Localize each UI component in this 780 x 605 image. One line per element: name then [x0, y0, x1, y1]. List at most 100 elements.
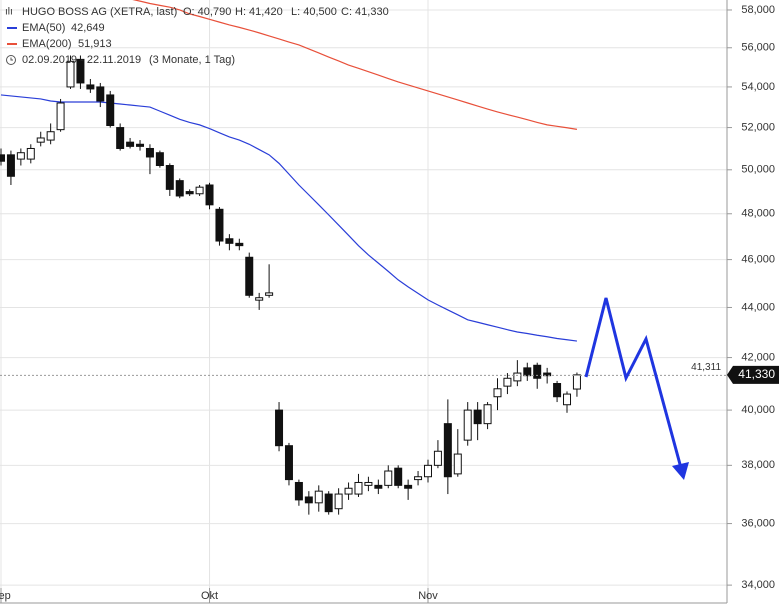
candle-body [463, 409, 472, 441]
candle-body [354, 481, 363, 495]
y-tick-label: 38,000 [741, 459, 775, 471]
arrow-head [672, 462, 689, 480]
chart-icon: ılı [5, 7, 13, 18]
candle-body [16, 152, 25, 160]
candle-body [523, 367, 532, 377]
candle-body [56, 102, 65, 131]
candle-body [433, 450, 442, 466]
candle-body [443, 423, 452, 478]
x-tick-label: Nov [418, 590, 438, 602]
y-tick-label: 50,000 [741, 164, 775, 176]
legend-label: EMA(50) [22, 22, 65, 34]
candle-body [543, 372, 552, 377]
candle-body [36, 137, 45, 143]
open-label: O: 40,790 [183, 6, 231, 18]
axis: 34,000 36,000 38,000 40,000 42,000 44,000 46,0… [0, 4, 775, 603]
candle-body [394, 467, 403, 486]
candle-body [86, 84, 95, 90]
candle-body [245, 256, 254, 296]
last-price-box [727, 365, 779, 384]
y-tick-label: 44,000 [741, 301, 775, 313]
y-tick-label: 36,000 [741, 517, 775, 529]
x-tick-label: Sep [0, 590, 11, 602]
y-tick-label: 40,000 [741, 404, 775, 416]
candle-body [483, 404, 492, 425]
candle-body [572, 374, 581, 390]
ema-line [132, 0, 578, 130]
candle-body [46, 131, 55, 141]
candle-body [136, 143, 145, 147]
low-label: L: 40,500 [291, 6, 337, 18]
candle-body [165, 165, 174, 190]
header: ılı HUGO BOSS AG (XETRA, last) O: 40,790… [5, 6, 389, 66]
candle-body [493, 388, 502, 398]
annotation-arrow [584, 297, 689, 480]
grid [0, 0, 727, 603]
candle-body [304, 496, 313, 504]
candle-body [265, 292, 274, 296]
candle-body [195, 186, 204, 195]
candle-body [145, 147, 154, 158]
y-tick-label: 46,000 [741, 254, 775, 266]
candle-body [215, 208, 224, 242]
y-tick-label: 52,000 [741, 121, 775, 133]
candle-body [513, 372, 522, 382]
y-tick-label: 34,000 [741, 579, 775, 591]
candle-body [563, 393, 572, 406]
candle-body [185, 191, 194, 195]
candle-body [205, 184, 214, 206]
x-tick-label: Okt [201, 590, 218, 602]
candle-body [0, 154, 5, 162]
legend-value: 51,913 [78, 38, 112, 50]
legend-label: EMA(200) [22, 38, 72, 50]
candle-body [255, 297, 264, 301]
last-price-label: 41,330 [738, 367, 775, 381]
candle-body [225, 238, 234, 244]
period: 02.09.2019 - 22.11.2019 [22, 54, 141, 66]
clock-hands [10, 57, 13, 61]
candle-body [473, 409, 482, 425]
candle-body [503, 377, 512, 387]
forecast-zigzag [584, 297, 683, 469]
candle-body [364, 481, 373, 486]
candle-body [116, 127, 125, 149]
candle-body [553, 383, 562, 398]
close-label: C: 41,330 [341, 6, 389, 18]
y-tick-label: 58,000 [741, 4, 775, 16]
candle-body [404, 484, 413, 489]
candle-body [235, 242, 244, 247]
candle-body [106, 94, 115, 127]
candle-body [76, 58, 85, 84]
high-label: H: 41,420 [235, 6, 283, 18]
clock-icon [6, 55, 16, 65]
period-note: (3 Monate, 1 Tag) [149, 54, 235, 66]
plot-area [0, 0, 727, 515]
reference-label: 41,311 [691, 362, 721, 373]
candle-body [155, 152, 164, 167]
candle-body [6, 154, 15, 177]
y-tick-label: 48,000 [741, 208, 775, 220]
ema-line [0, 94, 578, 342]
candle-body [334, 493, 343, 510]
candle-body [533, 364, 542, 379]
candle-body [126, 141, 135, 147]
legend-value: 42,649 [71, 22, 105, 34]
candle-body [175, 180, 184, 197]
candle-body [96, 86, 105, 102]
candle-body [26, 147, 35, 160]
candle-body [384, 470, 393, 486]
candle-body [314, 490, 323, 504]
candle-body [453, 453, 462, 475]
candle-body [294, 481, 303, 501]
candle-body [344, 487, 353, 495]
candle-body [324, 493, 333, 513]
candle-body [284, 445, 293, 481]
y-tick-label: 42,000 [741, 351, 775, 363]
candle-body [374, 484, 383, 489]
y-tick-label: 56,000 [741, 42, 775, 54]
candle-body [66, 60, 75, 88]
chart-title: HUGO BOSS AG (XETRA, last) [22, 6, 177, 18]
candle-body [414, 476, 423, 481]
